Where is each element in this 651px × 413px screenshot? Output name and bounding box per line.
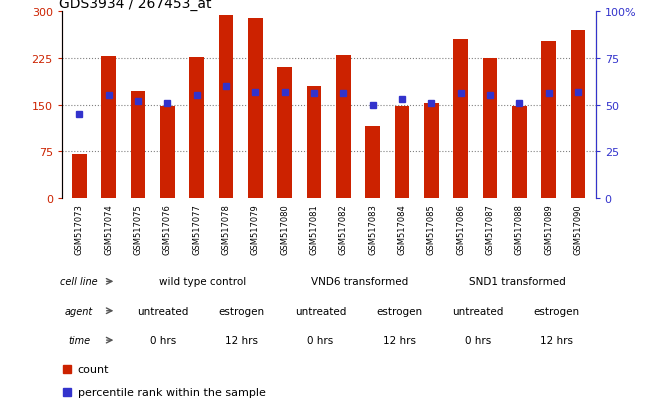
Text: 12 hrs: 12 hrs [540,335,573,345]
Bar [424,104,439,198]
Bar [277,68,292,198]
Text: agent: agent [65,306,93,316]
Text: GSM517073: GSM517073 [75,204,84,254]
Text: untreated: untreated [137,306,189,316]
Text: GSM517084: GSM517084 [398,204,407,254]
Bar [542,42,556,198]
Text: GSM517090: GSM517090 [574,204,583,254]
Text: GSM517086: GSM517086 [456,204,465,254]
Text: SND1 transformed: SND1 transformed [469,277,565,287]
Text: GSM517078: GSM517078 [221,204,230,254]
Text: cell line: cell line [61,277,98,287]
Text: GSM517076: GSM517076 [163,204,172,254]
Bar [189,58,204,198]
Text: estrogen: estrogen [219,306,265,316]
Text: 12 hrs: 12 hrs [225,335,258,345]
Bar [336,56,351,198]
Bar [102,57,116,198]
Text: 0 hrs: 0 hrs [465,335,491,345]
Text: GSM517081: GSM517081 [310,204,318,254]
Text: GSM517077: GSM517077 [192,204,201,254]
Text: GSM517085: GSM517085 [427,204,436,254]
Text: 12 hrs: 12 hrs [383,335,415,345]
Text: GSM517087: GSM517087 [486,204,495,254]
Bar [395,107,409,198]
Bar [219,16,234,198]
Text: GSM517082: GSM517082 [339,204,348,254]
Bar [160,107,174,198]
Text: GSM517088: GSM517088 [515,204,524,254]
Text: GSM517075: GSM517075 [133,204,143,254]
Text: time: time [68,335,90,345]
Text: untreated: untreated [452,306,503,316]
Text: percentile rank within the sample: percentile rank within the sample [78,387,266,397]
Bar [483,59,497,198]
Text: GSM517080: GSM517080 [281,204,289,254]
Text: count: count [78,364,109,374]
Text: untreated: untreated [295,306,346,316]
Text: GSM517089: GSM517089 [544,204,553,254]
Text: VND6 transformed: VND6 transformed [311,277,408,287]
Bar [571,31,585,198]
Text: GSM517079: GSM517079 [251,204,260,254]
Bar [131,92,145,198]
Bar [72,155,87,198]
Text: estrogen: estrogen [376,306,422,316]
Text: wild type control: wild type control [159,277,246,287]
Text: estrogen: estrogen [533,306,579,316]
Bar [512,107,527,198]
Bar [307,87,322,198]
Text: 0 hrs: 0 hrs [150,335,176,345]
Bar [453,40,468,198]
Text: GSM517074: GSM517074 [104,204,113,254]
Bar [248,19,263,198]
Bar [365,127,380,198]
Text: 0 hrs: 0 hrs [307,335,333,345]
Text: GDS3934 / 267453_at: GDS3934 / 267453_at [59,0,212,12]
Text: GSM517083: GSM517083 [368,204,377,254]
